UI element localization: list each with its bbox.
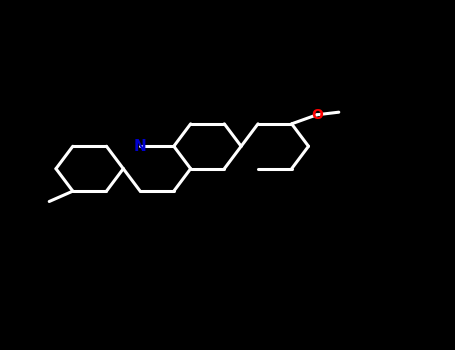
Text: O: O [311, 108, 323, 122]
Text: N: N [134, 139, 147, 154]
